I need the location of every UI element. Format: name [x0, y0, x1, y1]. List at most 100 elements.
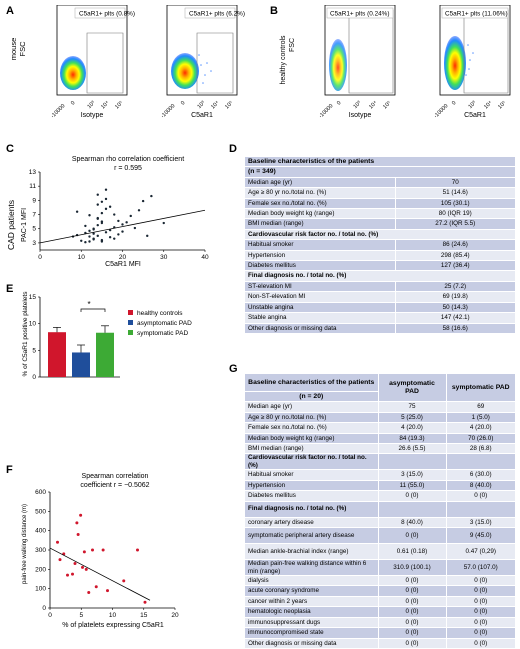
- scatter-point: [100, 211, 104, 215]
- x-tick-label: 10: [78, 254, 86, 261]
- scatter-point: [82, 550, 86, 554]
- panel-c-ylabel2: PAC-1 MFI: [21, 208, 28, 242]
- table-row: BMI median (range) 27.2 (IQR 5.5): [245, 218, 515, 230]
- row-label: Habitual smoker: [245, 469, 378, 481]
- scatter-point: [76, 533, 80, 537]
- panel-f-points: [49, 513, 151, 604]
- svg-text:10⁴: 10⁴: [482, 99, 493, 110]
- legend-label: symptomatic PAD: [137, 330, 188, 337]
- xlabel-a2: C5aR1: [191, 112, 213, 119]
- scatter-point: [108, 205, 112, 208]
- svg-text:0: 0: [180, 100, 186, 106]
- table-row: Non-ST-elevation MI 69 (19.8): [245, 291, 515, 303]
- row-value: 127 (36.4): [394, 260, 515, 272]
- y-tick-label: 5: [32, 347, 36, 354]
- panel-b-ylabel1: healthy controls: [280, 35, 287, 85]
- scatter-point: [84, 567, 88, 571]
- panel-f-title1: Spearman correlation: [82, 473, 149, 480]
- row-label: Age ≥ 80 yr no./total no. (%): [245, 187, 395, 199]
- scatter-point: [66, 573, 69, 577]
- table-row: immunocompromised state 0 (0) 0 (0): [245, 627, 515, 639]
- row-label: Non-ST-elevation MI: [245, 291, 395, 303]
- table-row: coronary artery disease 8 (40.0) 3 (15.0): [245, 517, 515, 529]
- bar: [72, 352, 90, 377]
- row-label: Median body weight kg (range): [245, 208, 395, 220]
- table-row: Age ≥ 80 yr no./total no. (%) 5 (25.0) 1 (…: [245, 412, 515, 424]
- row-value: 25 (7.2): [394, 281, 515, 293]
- symptomatic-value: 1 (5.0): [445, 412, 515, 424]
- symptomatic-value: 4 (20.0): [445, 422, 515, 434]
- table-row: acute coronary syndrome 0 (0) 0 (0): [245, 585, 515, 597]
- table-row: Median body weight kg (range) 80 (IQR 19): [245, 208, 515, 220]
- table-d-header: Baseline characteristics of the patients: [245, 157, 515, 168]
- xlabel-a1: Isotype: [81, 112, 104, 119]
- y-tick-label: 400: [35, 528, 46, 535]
- row-label: Median body weight kg (range): [245, 433, 378, 445]
- table-row: Median age (yr) 70: [245, 177, 515, 189]
- scatter-point: [88, 235, 91, 238]
- svg-text:10³: 10³: [353, 100, 363, 110]
- row-label: immunocompromised state: [245, 627, 378, 639]
- row-value: 147 (42.1): [394, 312, 515, 324]
- panel-a-letter: A: [6, 5, 14, 17]
- row-label: Unstable angina: [245, 302, 395, 314]
- table-row: Stable angina 147 (42.1): [245, 312, 515, 324]
- y-tick-label: 13: [29, 169, 37, 176]
- svg-text:-10000: -10000: [318, 103, 334, 119]
- row-label: Stable angina: [245, 312, 395, 324]
- scatter-point: [136, 548, 139, 552]
- panel-c-title: Spearman rho correlation coefficient: [72, 156, 184, 163]
- row-label: Diabetes mellitus: [245, 260, 395, 272]
- x-tick-label: 15: [140, 612, 148, 619]
- gate-label-b2: C5aR1+ plts (11.06%): [445, 11, 508, 18]
- scatter-point: [150, 194, 153, 198]
- symptomatic-value: 0 (0): [445, 617, 515, 629]
- table-row: Final diagnosis no. / total no. (%): [245, 270, 515, 282]
- scatter-point: [101, 548, 105, 552]
- panel-e-bars: [48, 308, 114, 377]
- y-tick-label: 300: [35, 547, 46, 554]
- asymptomatic-value: 0 (0): [377, 617, 446, 629]
- y-tick-label: 11: [29, 183, 36, 190]
- symptomatic-value: 69: [445, 401, 515, 413]
- table-g-header: Baseline characteristics of the patients: [245, 374, 378, 392]
- scatter-point: [129, 214, 132, 218]
- panel-b-flow-plots: healthy controls FSC C5aR1+ plts (0.24%)…: [280, 5, 511, 120]
- symptomatic-value: 57.0 (107.0): [445, 559, 515, 577]
- scatter-point: [104, 231, 108, 234]
- scatter-point: [87, 591, 91, 595]
- y-tick-label: 10: [29, 321, 37, 328]
- table-row: Hypertension 298 (85.4): [245, 250, 515, 262]
- svg-text:10⁵: 10⁵: [497, 99, 508, 110]
- symptomatic-value: 6 (30.0): [445, 469, 515, 481]
- trendline: [49, 547, 151, 601]
- row-label: Female sex no./total no. (%): [245, 198, 395, 210]
- row-label: Other diagnosis or missing data: [245, 323, 395, 334]
- scatter-point: [100, 221, 104, 225]
- svg-text:10⁵: 10⁵: [114, 99, 125, 110]
- row-label: Hypertension: [245, 480, 378, 492]
- scatter-point: [96, 193, 99, 196]
- table-row: dialysis 0 (0) 0 (0): [245, 575, 515, 587]
- row-label: Age ≥ 80 yr no./total no. (%): [245, 412, 378, 424]
- scatter-point: [84, 224, 87, 228]
- x-tick-label: 20: [171, 612, 179, 619]
- symptomatic-value: 0 (0): [445, 638, 515, 649]
- table-row: Median pain-free walking distance within…: [245, 559, 515, 577]
- row-label: acute coronary syndrome: [245, 585, 378, 597]
- row-value: 51 (14.6): [394, 187, 515, 199]
- table-row: Other diagnosis or missing data 58 (16.6): [245, 323, 515, 334]
- scatter-point: [88, 240, 91, 243]
- panel-a-flow-plots: C5aR1+ plts (0.8%) Isotype -10000 0 10³ …: [50, 5, 245, 120]
- x-tick-label: 0: [38, 254, 42, 261]
- table-row: Median body weight kg (range) 84 (19.3) 70…: [245, 433, 515, 445]
- symptomatic-value: 28 (6.8): [445, 443, 515, 455]
- asymptomatic-value: 8 (40.0): [377, 517, 446, 529]
- scatter-point: [80, 239, 83, 242]
- trendline: [39, 209, 206, 244]
- panel-c-points: [39, 188, 206, 244]
- svg-text:10⁵: 10⁵: [224, 99, 235, 110]
- asymptomatic-value: 0 (0): [377, 606, 446, 618]
- scatter-point: [104, 188, 108, 191]
